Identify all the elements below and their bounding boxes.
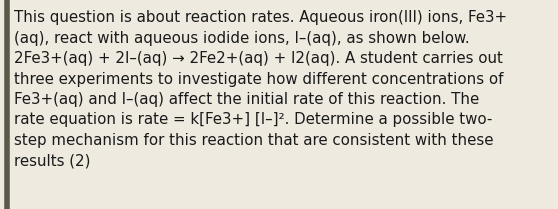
Text: This question is about reaction rates. Aqueous iron(III) ions, Fe3+
(aq), react : This question is about reaction rates. A… xyxy=(14,10,507,168)
